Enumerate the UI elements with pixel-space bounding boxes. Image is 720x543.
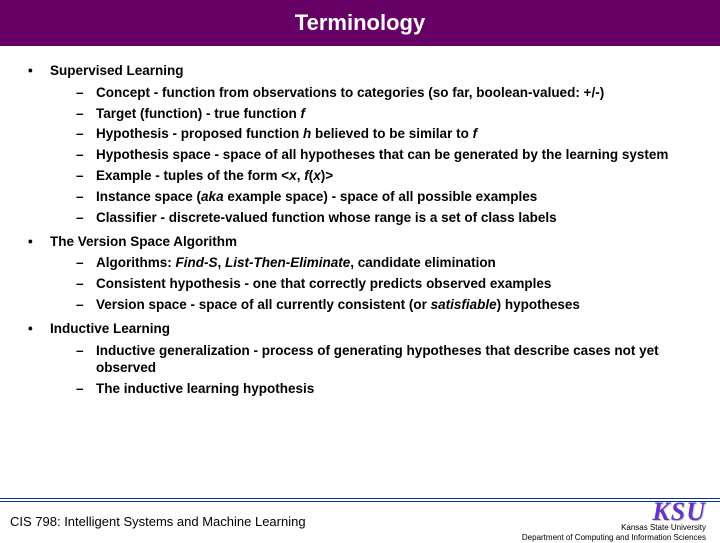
item-text: Inductive generalization - process of ge… <box>96 342 692 378</box>
slide-title: Terminology <box>0 0 720 46</box>
list-item: –Hypothesis - proposed function h believ… <box>76 125 692 143</box>
list-item: –Inductive generalization - process of g… <box>76 342 692 378</box>
item-text: Hypothesis - proposed function h believe… <box>96 125 477 143</box>
list-item: –The inductive learning hypothesis <box>76 380 692 398</box>
bullet-icon: • <box>28 233 50 251</box>
footer-department: Department of Computing and Information … <box>522 534 706 543</box>
list-item: –Example - tuples of the form <x, f(x)> <box>76 167 692 185</box>
sub-list: –Inductive generalization - process of g… <box>76 342 692 398</box>
item-text: Example - tuples of the form <x, f(x)> <box>96 167 333 185</box>
list-item: –Instance space (aka example space) - sp… <box>76 188 692 206</box>
item-text: Classifier - discrete-valued function wh… <box>96 209 557 227</box>
footer-course: CIS 798: Intelligent Systems and Machine… <box>10 514 306 529</box>
item-text: Algorithms: Find-S, List-Then-Eliminate,… <box>96 254 496 272</box>
section-heading: Inductive Learning <box>50 320 170 338</box>
sub-list: –Algorithms: Find-S, List-Then-Eliminate… <box>76 254 692 313</box>
sub-list: –Concept - function from observations to… <box>76 84 692 227</box>
bullet-icon: • <box>28 320 50 338</box>
list-item: –Hypothesis space - space of all hypothe… <box>76 146 692 164</box>
section-heading: Supervised Learning <box>50 62 184 80</box>
dash-icon: – <box>76 105 96 123</box>
item-text: Hypothesis space - space of all hypothes… <box>96 146 668 164</box>
section-row: • Supervised Learning <box>28 62 692 80</box>
dash-icon: – <box>76 84 96 102</box>
list-item: –Classifier - discrete-valued function w… <box>76 209 692 227</box>
dash-icon: – <box>76 275 96 293</box>
bullet-icon: • <box>28 62 50 80</box>
item-text: Instance space (aka example space) - spa… <box>96 188 537 206</box>
item-text: Target (function) - true function f <box>96 105 305 123</box>
list-item: –Version space - space of all currently … <box>76 296 692 314</box>
list-item: –Target (function) - true function f <box>76 105 692 123</box>
dash-icon: – <box>76 254 96 272</box>
dash-icon: – <box>76 342 96 360</box>
slide-footer: CIS 798: Intelligent Systems and Machine… <box>0 498 720 540</box>
list-item: –Concept - function from observations to… <box>76 84 692 102</box>
section-row: • Inductive Learning <box>28 320 692 338</box>
dash-icon: – <box>76 188 96 206</box>
dash-icon: – <box>76 146 96 164</box>
item-text: Consistent hypothesis - one that correct… <box>96 275 551 293</box>
slide-body: • Supervised Learning –Concept - functio… <box>0 46 720 398</box>
dash-icon: – <box>76 125 96 143</box>
dash-icon: – <box>76 380 96 398</box>
dash-icon: – <box>76 167 96 185</box>
ksu-logo-icon: KSU <box>522 500 706 523</box>
item-text: Concept - function from observations to … <box>96 84 604 102</box>
list-item: –Algorithms: Find-S, List-Then-Eliminate… <box>76 254 692 272</box>
footer-affiliation: KSU Kansas State University Department o… <box>522 500 710 543</box>
section-row: • The Version Space Algorithm <box>28 233 692 251</box>
item-text: Version space - space of all currently c… <box>96 296 580 314</box>
dash-icon: – <box>76 296 96 314</box>
list-item: –Consistent hypothesis - one that correc… <box>76 275 692 293</box>
section-heading: The Version Space Algorithm <box>50 233 237 251</box>
item-text: The inductive learning hypothesis <box>96 380 314 398</box>
footer-university: Kansas State University <box>522 524 706 533</box>
dash-icon: – <box>76 209 96 227</box>
